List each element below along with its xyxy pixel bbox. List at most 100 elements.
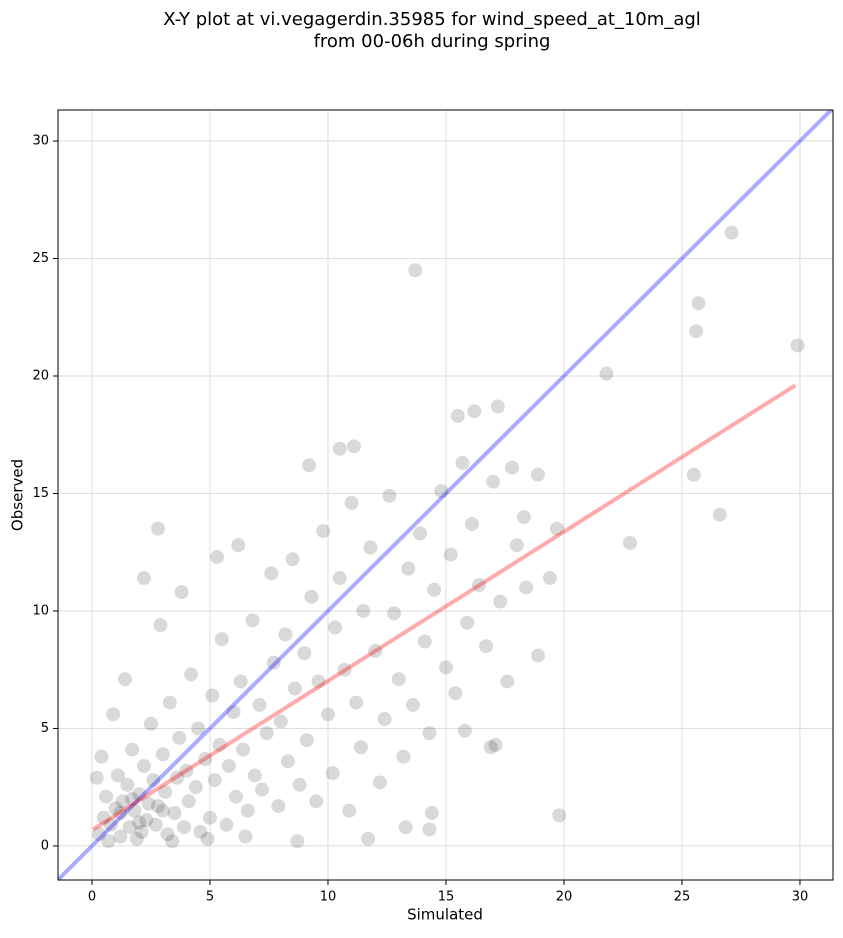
point — [398, 820, 413, 835]
point — [346, 439, 361, 454]
point — [151, 521, 166, 536]
point — [158, 784, 173, 799]
point — [89, 770, 104, 785]
point — [531, 467, 546, 482]
point — [162, 695, 177, 710]
point — [422, 726, 437, 741]
x-axis-label: Simulated — [407, 906, 483, 924]
point — [405, 697, 420, 712]
point — [691, 296, 706, 311]
point — [136, 759, 151, 774]
point — [332, 441, 347, 456]
point — [221, 759, 236, 774]
point — [531, 648, 546, 663]
point — [552, 808, 567, 823]
point — [155, 803, 170, 818]
point — [264, 566, 279, 581]
point — [118, 672, 133, 687]
point — [103, 817, 118, 832]
point — [233, 674, 248, 689]
fit-line — [58, 110, 833, 880]
point — [467, 404, 482, 419]
point — [172, 730, 187, 745]
point — [325, 766, 340, 781]
y-tick-label: 25 — [32, 251, 49, 266]
point — [125, 791, 140, 806]
point — [382, 488, 397, 503]
point — [460, 615, 475, 630]
point — [396, 749, 411, 764]
point — [96, 810, 111, 825]
point — [377, 712, 392, 727]
point — [311, 674, 326, 689]
point — [252, 697, 267, 712]
point — [110, 768, 125, 783]
x-tick-label: 15 — [438, 890, 455, 905]
point — [422, 822, 437, 837]
point — [438, 660, 453, 675]
point — [92, 827, 107, 842]
point — [174, 585, 189, 600]
point — [205, 688, 220, 703]
point — [99, 789, 114, 804]
point — [309, 794, 324, 809]
point — [247, 768, 262, 783]
point — [169, 770, 184, 785]
x-tick-label: 20 — [556, 890, 573, 905]
point — [304, 589, 319, 604]
point — [290, 834, 305, 849]
point — [191, 721, 206, 736]
point — [387, 606, 402, 621]
point — [332, 571, 347, 586]
point — [519, 580, 534, 595]
point — [278, 627, 293, 642]
point — [443, 547, 458, 562]
point — [106, 707, 121, 722]
point — [94, 749, 109, 764]
point — [349, 695, 364, 710]
point — [448, 686, 463, 701]
point — [287, 681, 302, 696]
point — [134, 824, 149, 839]
point — [179, 763, 194, 778]
point — [238, 829, 253, 844]
point — [212, 737, 227, 752]
point — [271, 798, 286, 813]
point — [273, 714, 288, 729]
point — [505, 460, 520, 475]
y-tick-label: 20 — [32, 368, 49, 383]
point — [155, 747, 170, 762]
point — [113, 806, 128, 821]
point — [509, 538, 524, 553]
point — [356, 603, 371, 618]
point — [139, 813, 154, 828]
point — [125, 742, 140, 757]
point — [516, 509, 531, 524]
point — [712, 507, 727, 522]
point — [266, 655, 281, 670]
point — [542, 571, 557, 586]
point — [181, 794, 196, 809]
point — [122, 820, 137, 835]
point — [228, 789, 243, 804]
point — [363, 540, 378, 555]
point — [790, 338, 805, 353]
point — [549, 521, 564, 536]
x-tick-label: 5 — [206, 890, 214, 905]
point — [500, 674, 515, 689]
chart-title: X-Y plot at vi.vegagerdin.35985 for wind… — [163, 9, 701, 30]
point — [167, 806, 182, 821]
point — [285, 552, 300, 567]
point — [108, 801, 123, 816]
y-axis-label: Observed — [9, 459, 27, 531]
point — [160, 827, 175, 842]
point — [424, 806, 439, 821]
point — [302, 458, 317, 473]
chart-title: from 00-06h during spring — [314, 31, 551, 52]
point — [344, 495, 359, 510]
point — [401, 561, 416, 576]
point — [316, 524, 331, 539]
point — [198, 751, 213, 766]
point — [129, 831, 144, 846]
